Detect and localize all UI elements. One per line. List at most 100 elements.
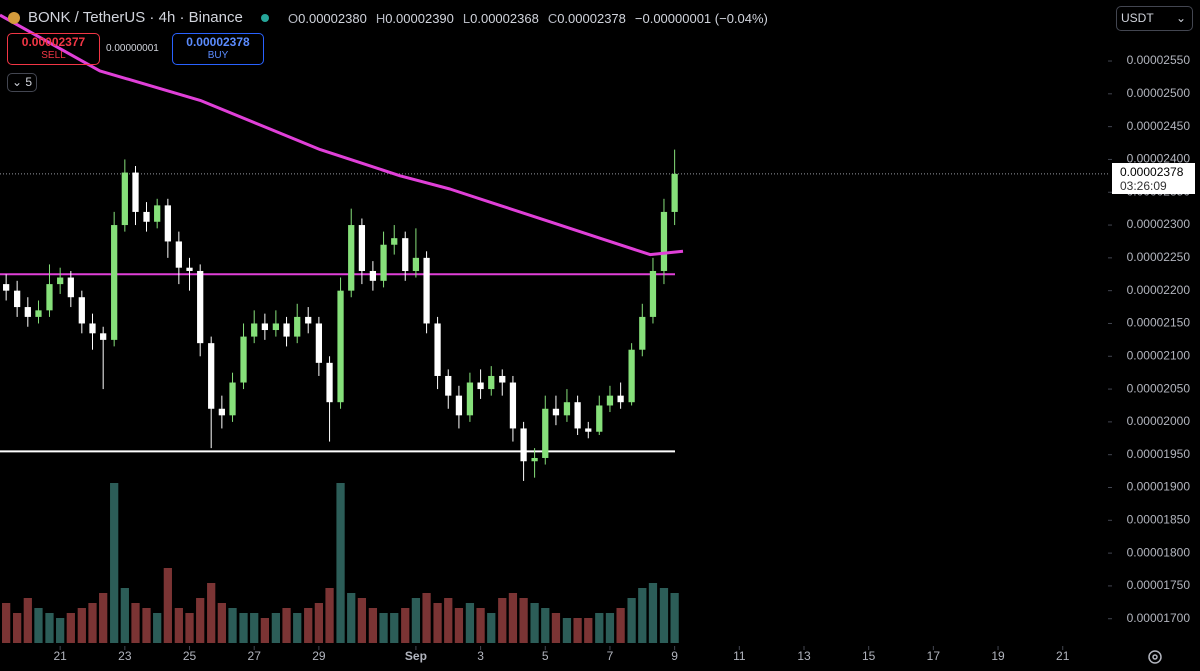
- volume-bar: [368, 608, 378, 643]
- volume-bar: [23, 598, 32, 643]
- volume-bar: [174, 608, 183, 643]
- candle-body: [412, 257, 420, 271]
- candle-body: [466, 382, 474, 416]
- candle-body: [283, 323, 290, 337]
- volume-bar: [207, 583, 216, 643]
- volume-bar: [670, 593, 679, 643]
- volume-bar: [648, 583, 658, 643]
- x-tick-label: 7: [607, 649, 614, 663]
- volume-bar: [2, 603, 11, 643]
- volume-bar: [390, 613, 399, 643]
- candle-body: [358, 225, 366, 271]
- ohlc-value: 0.00002368: [470, 11, 539, 26]
- volume-bar: [271, 613, 280, 643]
- candle-body: [3, 284, 10, 291]
- sell-button[interactable]: 0.00002377 SELL: [7, 33, 100, 65]
- candle-body: [488, 375, 495, 390]
- x-tick-label: 17: [927, 649, 941, 663]
- last-price: 0.00002378: [1120, 165, 1184, 179]
- ohlc-value: 0.00002380: [298, 11, 367, 26]
- status-dot: [261, 14, 269, 22]
- symbol[interactable]: BONK / TetherUS · 4h · Binance: [28, 9, 243, 26]
- candle-body: [326, 362, 333, 403]
- y-tick-label: 0.00002550: [1127, 53, 1191, 67]
- candle-body: [24, 307, 31, 317]
- candle-body: [121, 172, 128, 226]
- indicators-toggle[interactable]: ⌄ 5: [7, 73, 37, 92]
- volume-bar: [336, 483, 345, 643]
- x-tick-label: 25: [183, 649, 197, 663]
- x-tick-label: 19: [991, 649, 1005, 663]
- ohlc-key: H: [375, 11, 386, 26]
- candle-body: [455, 395, 463, 416]
- ohlc-value: 0.00002378: [557, 11, 626, 26]
- sell-label: SELL: [41, 50, 66, 61]
- candle-body: [520, 428, 527, 462]
- y-tick-label: 0.00001800: [1127, 545, 1191, 559]
- candle-body: [369, 270, 377, 281]
- volume-bar: [56, 618, 65, 643]
- volume-bar: [498, 598, 507, 643]
- volume-bar: [325, 588, 334, 643]
- volume-bar: [605, 613, 615, 643]
- x-tick-label: 23: [118, 649, 132, 663]
- buy-button[interactable]: 0.00002378 BUY: [172, 33, 264, 65]
- y-tick-label: 0.00001700: [1127, 611, 1191, 625]
- candle-body: [585, 428, 592, 432]
- volume-bar: [217, 603, 226, 643]
- volume-bar: [595, 613, 604, 643]
- volume-bar: [153, 613, 162, 643]
- volume-bar: [508, 593, 518, 643]
- candle-body: [348, 225, 355, 291]
- candle-body: [423, 257, 430, 324]
- volume-bar: [616, 608, 625, 643]
- candle-body: [542, 408, 549, 458]
- volume-bar: [454, 608, 464, 643]
- volume-bar: [422, 593, 431, 643]
- y-tick-label: 0.00002100: [1127, 348, 1191, 362]
- candle-body: [639, 316, 646, 350]
- candle-body: [445, 375, 452, 396]
- volume-bar: [66, 613, 75, 643]
- candle-body: [175, 241, 182, 268]
- y-tick-label: 0.00002000: [1127, 414, 1191, 428]
- candle-body: [563, 402, 571, 416]
- volume-bar: [433, 603, 442, 643]
- candle-body: [67, 277, 74, 298]
- x-tick-label: 15: [862, 649, 876, 663]
- candle-body: [552, 408, 560, 416]
- candle-body: [272, 323, 279, 331]
- y-tick-label: 0.00002500: [1127, 86, 1191, 100]
- x-tick-label: 21: [1056, 649, 1070, 663]
- volume-bar: [228, 608, 237, 643]
- volume-bar: [260, 618, 269, 643]
- candle-body: [531, 457, 538, 462]
- candle-body: [261, 323, 268, 331]
- volume-bar: [476, 608, 485, 643]
- candle-body: [218, 408, 225, 416]
- volume-bar: [77, 608, 86, 643]
- volume-bar: [120, 588, 129, 643]
- y-tick-label: 0.00001900: [1127, 480, 1191, 494]
- candle-body: [143, 211, 150, 222]
- candle-body: [186, 267, 193, 271]
- sell-price: 0.00002377: [21, 35, 86, 49]
- volume-bar: [88, 603, 97, 643]
- settings-icon[interactable]: [1148, 650, 1162, 664]
- candle-body: [46, 284, 53, 311]
- volume-bar: [34, 608, 43, 643]
- candle-body: [164, 205, 171, 242]
- volume-bar: [196, 598, 205, 643]
- volume-bar: [99, 593, 108, 643]
- volume-bar: [411, 598, 421, 643]
- buy-price: 0.00002378: [186, 35, 250, 49]
- price-tag: 0.00002378 03:26:09: [1112, 163, 1195, 194]
- candle-body: [35, 310, 42, 317]
- candle-body: [606, 395, 614, 406]
- volume-bar: [45, 613, 54, 643]
- volume-bar: [519, 598, 528, 643]
- y-tick-label: 0.00002300: [1127, 217, 1191, 231]
- currency-select[interactable]: USDT ⌄: [1116, 6, 1193, 31]
- volume-bar: [110, 483, 119, 643]
- candle-body: [251, 323, 258, 337]
